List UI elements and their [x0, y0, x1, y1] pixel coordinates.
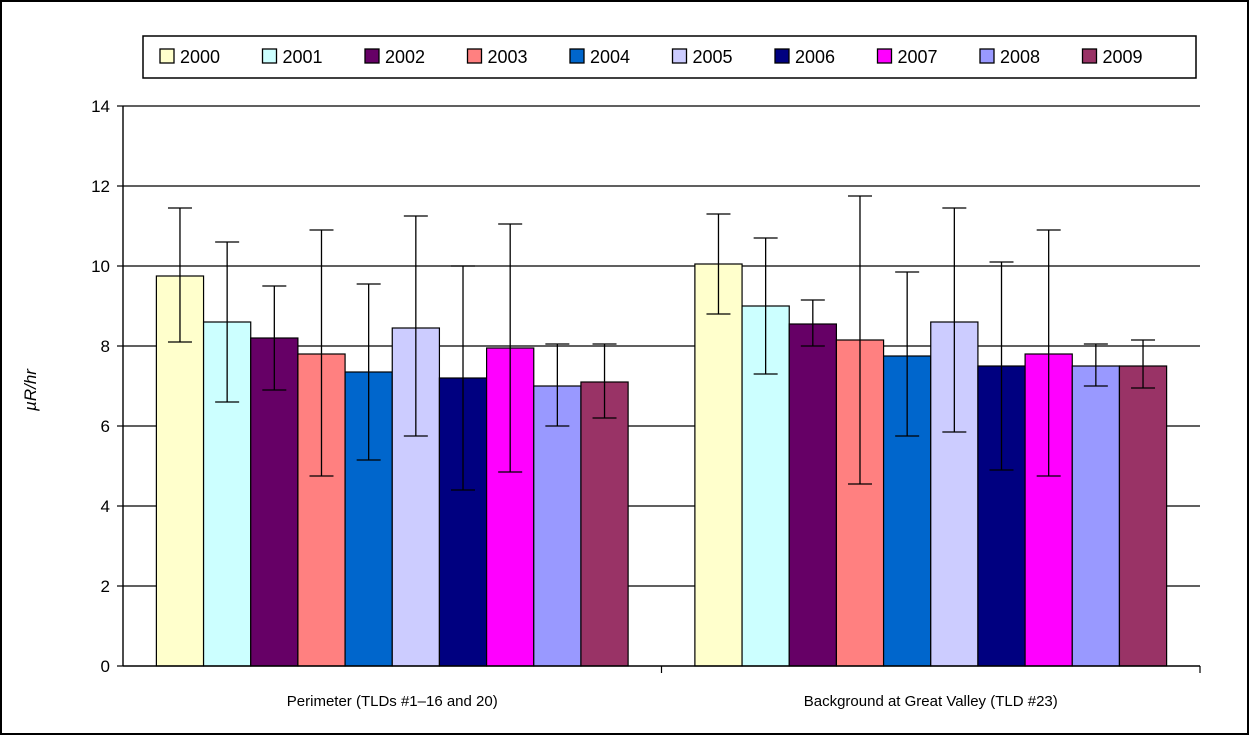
y-axis-label: µR/hr [21, 368, 40, 412]
legend-label-2001: 2001 [283, 47, 323, 67]
legend-swatch-2000 [159, 48, 175, 64]
legend-label-2002: 2002 [385, 47, 425, 67]
y-tick-label: 2 [101, 577, 110, 596]
y-tick-labels: 0 2 4 6 8 10 12 14 [91, 97, 110, 676]
legend-label-2007: 2007 [898, 47, 938, 67]
legend-label-2000: 2000 [180, 47, 220, 67]
legend-swatch-2006 [774, 48, 790, 64]
bar-2008-0 [533, 385, 582, 667]
legend-label-2004: 2004 [590, 47, 630, 67]
legend: 2000 2001 2002 2003 2004 2005 2006 2007 2008 2009 [142, 35, 1197, 79]
legend-label-2008: 2008 [1000, 47, 1040, 67]
y-tick-label: 12 [91, 177, 110, 196]
legend-label-2003: 2003 [488, 47, 528, 67]
legend-label-2005: 2005 [693, 47, 733, 67]
x-category-label: Background at Great Valley (TLD #23) [804, 693, 1058, 710]
bar-2009-1 [1118, 365, 1168, 667]
y-tick-label: 0 [101, 657, 110, 676]
legend-swatch-2002 [364, 48, 380, 64]
axes [117, 105, 1201, 673]
legend-label-2006: 2006 [795, 47, 835, 67]
legend-label-2009: 2009 [1103, 47, 1143, 67]
y-tick-label: 6 [101, 417, 110, 436]
x-category-labels: Perimeter (TLDs #1–16 and 20) Background … [287, 693, 1058, 710]
bar-2009-0 [580, 381, 629, 667]
bar-2002-1 [788, 323, 838, 667]
bar-2000-1 [694, 263, 743, 667]
error-bars [167, 195, 1156, 491]
legend-swatch-2003 [466, 48, 483, 64]
legend-swatch-2001 [261, 48, 278, 64]
legend-swatch-2005 [671, 48, 688, 64]
legend-swatch-2004 [569, 48, 585, 64]
legend-swatch-2007 [876, 48, 893, 64]
y-tick-label: 14 [91, 97, 110, 116]
bar-2002-0 [250, 337, 299, 667]
legend-swatch-2008 [979, 48, 995, 64]
y-tick-label: 10 [91, 257, 110, 276]
legend-swatch-2009 [1081, 48, 1098, 64]
x-category-label: Perimeter (TLDs #1–16 and 20) [287, 693, 498, 710]
legend-box [142, 35, 1197, 79]
y-tick-label: 4 [101, 497, 110, 516]
y-tick-label: 8 [101, 337, 110, 356]
bar-2008-1 [1071, 365, 1121, 667]
